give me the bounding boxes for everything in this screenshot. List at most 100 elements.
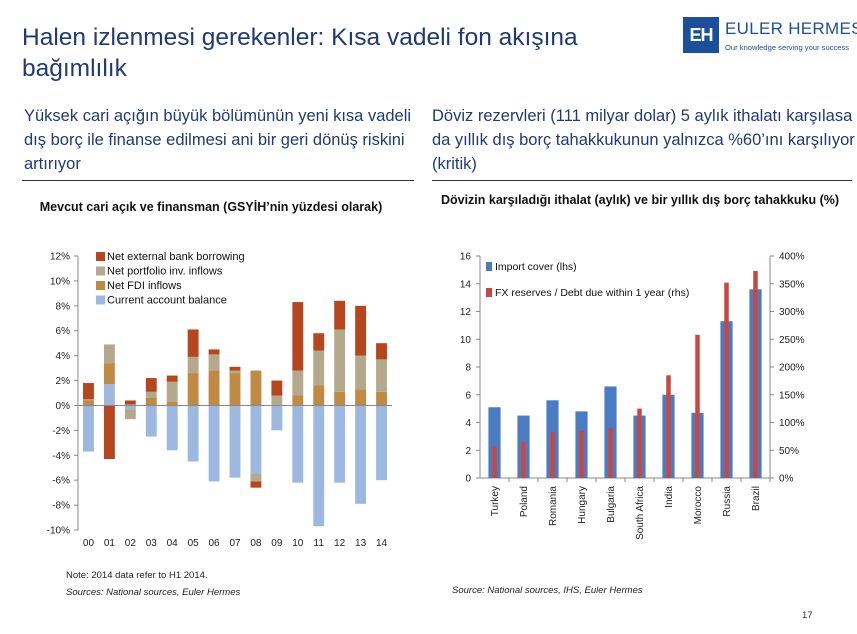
legend-label-portfolio: Net portfolio inv. inflows (107, 266, 223, 278)
left-y-tick-label: 14 (460, 279, 472, 290)
legend-swatch-import_cover (486, 262, 492, 271)
y-tick-label: 4% (56, 351, 71, 362)
right-y-tick-label: 300% (779, 307, 805, 318)
y-tick-label: 0% (56, 401, 71, 412)
right-source: Source: National sources, IHS, Euler Her… (452, 585, 643, 596)
bar-cab (271, 405, 283, 431)
bar-portfolio (376, 359, 387, 392)
euler-hermes-logo: EH EULER HERMES Our knowledge serving yo… (683, 17, 857, 57)
legend-swatch-fdi (96, 281, 105, 290)
bar-portfolio (208, 354, 220, 371)
left-chart-title: Mevcut cari açık ve finansman (GSYİH’nin… (39, 200, 383, 214)
bar-fdi (103, 363, 115, 385)
bar-bank (334, 300, 346, 330)
bar-cab (208, 405, 220, 482)
legend-swatch-fx_reserves (486, 288, 492, 297)
y-tick-label: -6% (52, 476, 70, 487)
bar-cab (103, 384, 115, 406)
bar-import-cover (488, 407, 501, 478)
x-tick-label: 13 (355, 538, 367, 549)
bar-bank (166, 375, 178, 382)
bar-fdi (250, 370, 262, 406)
bar-fx-reserves (695, 334, 700, 478)
y-tick-label: -8% (52, 501, 70, 512)
right-y-tick-label: 350% (779, 279, 805, 290)
page-title: Halen izlenmesi gerekenler: Kısa vadeli … (22, 24, 578, 82)
bar-fdi (313, 385, 325, 406)
x-tick-label: 11 (314, 538, 325, 549)
right-y-tick-label: 0% (779, 474, 794, 485)
bar-bank (313, 333, 325, 351)
right-y-tick-label: 150% (779, 390, 805, 401)
y-tick-label: -10% (47, 526, 70, 537)
legend-label-fx_reserves: FX reserves / Debt due within 1 year (rh… (495, 287, 689, 299)
bar-fx-reserves (753, 270, 758, 478)
x-tick-label: 07 (229, 538, 241, 549)
bar-cab (83, 405, 94, 452)
bar-fx-reserves (608, 428, 613, 478)
y-tick-label: 10% (50, 276, 70, 287)
left-source: Sources: National sources, Euler Hermes (66, 587, 241, 598)
x-tick-label: Hungary (577, 486, 588, 524)
left-y-tick-label: 4 (465, 418, 471, 429)
bar-portfolio (250, 473, 262, 482)
bar-portfolio (166, 381, 178, 402)
x-tick-label: 03 (146, 538, 158, 549)
logo-name: EULER HERMES (725, 19, 857, 38)
left-y-tick-label: 2 (465, 446, 471, 457)
bar-cab (187, 405, 199, 462)
x-tick-label: Morocco (693, 486, 704, 525)
import-cover-bar-chart: 0 2 4 6 8 10 12 14 16 0% 50% 100% 150% 200% 250% 300% 35… (460, 252, 805, 540)
subtitle-left: Yüksek cari açığın büyük bölümünün yeni … (24, 107, 412, 173)
bar-portfolio (187, 356, 199, 374)
bar-cab (166, 405, 178, 451)
bar-portfolio (229, 370, 241, 374)
x-tick-label: Brazil (751, 486, 762, 511)
left-y-tick-label: 10 (460, 335, 472, 346)
legend-label-cab: Current account balance (107, 295, 227, 307)
x-tick-label: India (664, 486, 675, 508)
bar-bank (376, 343, 387, 360)
x-tick-label: 10 (292, 538, 304, 549)
right-y-tick-label: 100% (779, 418, 805, 429)
left-y-tick-label: 8 (465, 363, 471, 374)
left-y-tick-label: 0 (465, 474, 471, 485)
right-y-tick-label: 200% (779, 363, 805, 374)
subtitle-right: Döviz rezervleri (111 milyar dolar) 5 ay… (432, 107, 855, 173)
x-tick-label: Turkey (490, 486, 501, 516)
legend-label-import_cover: Import cover (lhs) (495, 261, 577, 273)
bar-portfolio (124, 409, 136, 420)
bar-bank (229, 366, 241, 371)
y-tick-label: 2% (56, 376, 71, 387)
bar-portfolio (292, 370, 304, 396)
page-number: 17 (802, 610, 813, 621)
y-tick-label: -4% (52, 451, 70, 462)
bar-bank (250, 481, 262, 488)
bar-fdi (124, 404, 136, 406)
bar-bank (292, 302, 304, 371)
x-tick-label: 01 (104, 538, 116, 549)
x-tick-label: Bulgaria (606, 486, 617, 523)
logo-mark-icon: EH (683, 17, 719, 53)
financing-stacked-bar-chart: -10% -8% -6% -4% -2% 0% 2% 4% 6% 8% 10% 12% 00 01 02 03… (47, 251, 392, 549)
legend-swatch-cab (96, 295, 105, 305)
x-tick-label: South Africa (635, 486, 646, 540)
bar-portfolio (271, 395, 283, 406)
bar-bank (124, 400, 136, 405)
bar-bank (271, 380, 283, 396)
bar-fdi (334, 391, 346, 406)
bar-portfolio (334, 329, 346, 392)
legend-swatch-portfolio (96, 266, 105, 276)
bar-fx-reserves (492, 446, 497, 478)
y-tick-label: 6% (56, 326, 71, 337)
bar-portfolio (83, 399, 94, 401)
bar-cab (124, 405, 136, 410)
bar-fx-reserves (666, 375, 671, 478)
x-tick-label: 09 (271, 538, 283, 549)
logo-tagline: Our knowledge serving your success (725, 43, 850, 52)
x-tick-label: 12 (334, 538, 346, 549)
divider-left (22, 180, 414, 181)
x-tick-label: 00 (83, 538, 95, 549)
bar-portfolio (355, 355, 367, 390)
bar-fx-reserves (550, 432, 555, 478)
